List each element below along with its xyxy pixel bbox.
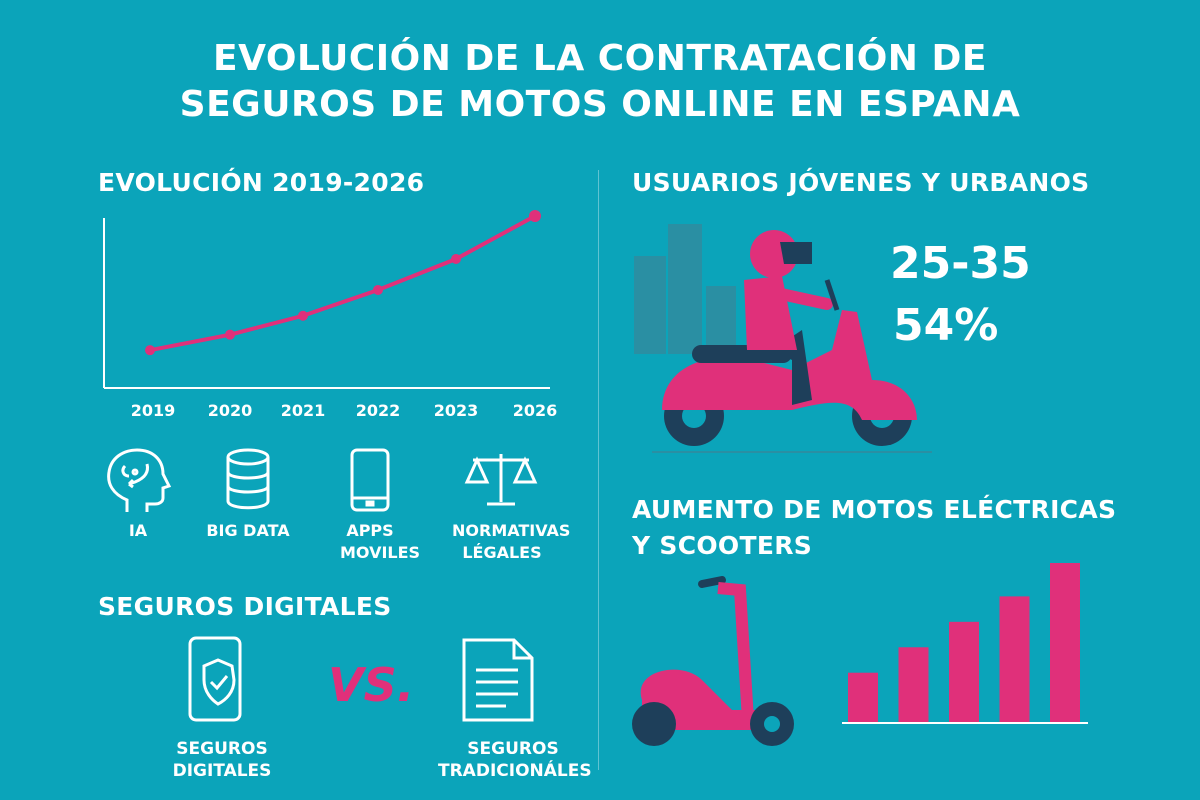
divider bbox=[598, 170, 599, 770]
phone-shield-icon bbox=[188, 636, 242, 722]
x-tick-label: 2026 bbox=[513, 401, 558, 420]
tech-label-big-data: BIG DATA bbox=[206, 521, 290, 540]
data-point-2026 bbox=[529, 210, 541, 222]
x-tick-label: 2023 bbox=[434, 401, 479, 420]
vs-label: VS. bbox=[328, 658, 415, 712]
scooter-rider-icon bbox=[634, 224, 932, 453]
tech-label-apps: APPS MOVILES bbox=[340, 521, 421, 562]
data-point-2019 bbox=[145, 345, 155, 356]
data-point-2023 bbox=[451, 254, 461, 264]
bar-5 bbox=[1050, 563, 1080, 722]
digital-label: SEGUROS DIGITALES bbox=[172, 739, 272, 781]
digital-heading: SEGUROS DIGITALES bbox=[98, 592, 392, 621]
bar-4 bbox=[999, 596, 1030, 722]
kick-scooter-icon bbox=[632, 576, 794, 746]
x-tick-label: 2021 bbox=[281, 401, 326, 420]
line-series bbox=[149, 214, 536, 353]
electric-heading: AUMENTO DE MOTOS ELÉCTRICAS Y SCOOTERS bbox=[632, 495, 1117, 560]
x-tick-label: 2022 bbox=[356, 401, 401, 420]
data-point-2022 bbox=[373, 284, 383, 295]
bar-1 bbox=[848, 672, 878, 722]
x-tick-label: 2020 bbox=[208, 401, 253, 420]
traditional-label: SEGUROS TRADICIONÁLES bbox=[438, 739, 592, 781]
tech-label-ia: IA bbox=[128, 521, 148, 540]
database-icon bbox=[226, 448, 270, 510]
evolution-heading: EVOLUCIÓN 2019-2026 bbox=[98, 168, 425, 197]
bar-3 bbox=[949, 621, 979, 722]
page-title: EVOLUCIÓN DE LA CONTRATACIÓN DE SEGUROS … bbox=[179, 38, 1021, 125]
x-tick-label: 2019 bbox=[131, 401, 176, 420]
age-range: 25-35 bbox=[890, 238, 1031, 289]
smartphone-icon bbox=[350, 448, 390, 512]
brain-head-icon bbox=[107, 448, 172, 512]
data-point-2021 bbox=[298, 310, 308, 321]
document-icon bbox=[462, 638, 534, 722]
users-heading: USUARIOS JÓVENES Y URBANOS bbox=[632, 168, 1090, 197]
bar-2 bbox=[898, 647, 929, 722]
data-point-2020 bbox=[225, 329, 235, 340]
young-users-percent: 54% bbox=[893, 300, 999, 351]
scales-icon bbox=[464, 454, 538, 506]
tech-label-normativas: NORMATIVAS LÉGALES bbox=[452, 521, 571, 562]
